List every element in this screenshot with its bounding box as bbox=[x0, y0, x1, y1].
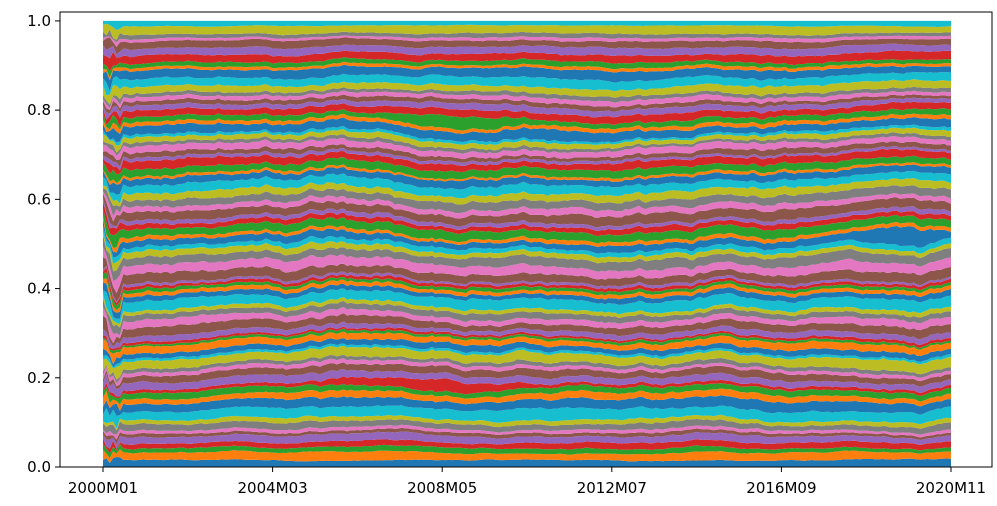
area-series-46 bbox=[103, 193, 951, 228]
area-series-13 bbox=[103, 383, 951, 405]
area-series-47 bbox=[103, 191, 951, 222]
area-series-39 bbox=[103, 231, 951, 272]
area-series-33 bbox=[103, 272, 951, 311]
area-series-45 bbox=[103, 197, 951, 231]
area-series-20 bbox=[103, 343, 951, 369]
area-series-15 bbox=[103, 369, 951, 397]
area-series-60 bbox=[103, 124, 951, 146]
area-series-5 bbox=[103, 431, 951, 449]
area-series-1 bbox=[103, 457, 951, 467]
area-series-50 bbox=[103, 170, 951, 204]
area-series-69 bbox=[103, 79, 951, 105]
area-series-25 bbox=[103, 321, 951, 349]
area-series-55 bbox=[103, 146, 951, 171]
area-series-26 bbox=[103, 313, 951, 347]
area-series-9 bbox=[103, 414, 951, 431]
area-series-21 bbox=[103, 338, 951, 368]
area-series-67 bbox=[103, 90, 951, 111]
area-series-22 bbox=[103, 331, 951, 365]
area-series-74 bbox=[103, 50, 951, 72]
area-series-58 bbox=[103, 132, 951, 156]
area-series-68 bbox=[103, 86, 951, 108]
area-series-28 bbox=[103, 298, 951, 336]
area-series-73 bbox=[103, 57, 951, 78]
area-series-79 bbox=[103, 23, 951, 40]
area-series-77 bbox=[103, 35, 951, 47]
area-series-group bbox=[103, 20, 951, 467]
y-axis: 0.0 0.2 0.4 0.6 0.8 1.0 bbox=[27, 12, 60, 476]
x-tick-label: 2004M03 bbox=[237, 479, 307, 497]
area-series-51 bbox=[103, 164, 951, 195]
area-series-44 bbox=[103, 201, 951, 237]
area-series-29 bbox=[103, 293, 951, 328]
y-tick-label: 0.2 bbox=[27, 369, 51, 387]
area-series-41 bbox=[103, 219, 951, 258]
area-series-36 bbox=[103, 256, 951, 302]
area-series-24 bbox=[103, 326, 951, 351]
area-series-6 bbox=[103, 427, 951, 445]
x-axis: 2000M01 2004M03 2008M05 2012M07 2016M09 2020M… bbox=[68, 467, 986, 497]
area-series-18 bbox=[103, 354, 951, 384]
y-tick-label: 0.8 bbox=[27, 101, 51, 119]
area-series-27 bbox=[103, 306, 951, 344]
y-tick-label: 0.4 bbox=[27, 280, 51, 298]
area-series-61 bbox=[103, 117, 951, 143]
area-series-38 bbox=[103, 234, 951, 282]
area-series-71 bbox=[103, 64, 951, 92]
area-series-16 bbox=[103, 362, 951, 390]
area-series-7 bbox=[103, 424, 951, 440]
area-series-11 bbox=[103, 395, 951, 417]
area-series-17 bbox=[103, 358, 951, 387]
area-series-4 bbox=[103, 438, 951, 454]
area-series-63 bbox=[103, 108, 951, 131]
area-series-31 bbox=[103, 282, 951, 319]
area-series-62 bbox=[103, 113, 951, 134]
area-series-65 bbox=[103, 97, 951, 120]
plot-frame bbox=[59, 11, 993, 468]
area-series-48 bbox=[103, 185, 951, 217]
area-series-43 bbox=[103, 208, 951, 248]
area-series-70 bbox=[103, 71, 951, 96]
y-tick-label: 0.6 bbox=[27, 190, 51, 208]
area-series-78 bbox=[103, 29, 951, 43]
x-tick-label: 2012M07 bbox=[577, 479, 647, 497]
area-series-37 bbox=[103, 246, 951, 294]
area-series-49 bbox=[103, 177, 951, 207]
area-series-57 bbox=[103, 136, 951, 160]
y-tick-label: 0.0 bbox=[27, 458, 51, 476]
x-tick-label: 2016M09 bbox=[746, 479, 816, 497]
area-series-14 bbox=[103, 376, 951, 399]
area-series-72 bbox=[103, 61, 951, 81]
area-series-42 bbox=[103, 215, 951, 253]
area-series-34 bbox=[103, 267, 951, 306]
area-series-76 bbox=[103, 37, 951, 55]
area-series-32 bbox=[103, 278, 951, 313]
area-series-10 bbox=[103, 405, 951, 429]
area-series-35 bbox=[103, 265, 951, 303]
y-tick-label: 1.0 bbox=[27, 12, 51, 30]
area-series-19 bbox=[103, 345, 951, 380]
area-series-12 bbox=[103, 388, 951, 411]
area-series-53 bbox=[103, 155, 951, 183]
area-series-2 bbox=[103, 449, 951, 463]
x-tick-label: 2000M01 bbox=[68, 479, 138, 497]
x-tick-label: 2020M11 bbox=[916, 479, 986, 497]
area-series-23 bbox=[103, 328, 951, 354]
area-series-54 bbox=[103, 148, 951, 175]
area-series-64 bbox=[103, 101, 951, 128]
area-series-56 bbox=[103, 141, 951, 167]
area-series-8 bbox=[103, 418, 951, 435]
area-series-30 bbox=[103, 288, 951, 324]
x-tick-label: 2008M05 bbox=[407, 479, 477, 497]
area-series-59 bbox=[103, 127, 951, 153]
area-series-75 bbox=[103, 43, 951, 59]
area-series-80 bbox=[103, 20, 951, 31]
area-series-40 bbox=[103, 226, 951, 264]
area-series-3 bbox=[103, 443, 951, 459]
area-series-66 bbox=[103, 94, 951, 114]
